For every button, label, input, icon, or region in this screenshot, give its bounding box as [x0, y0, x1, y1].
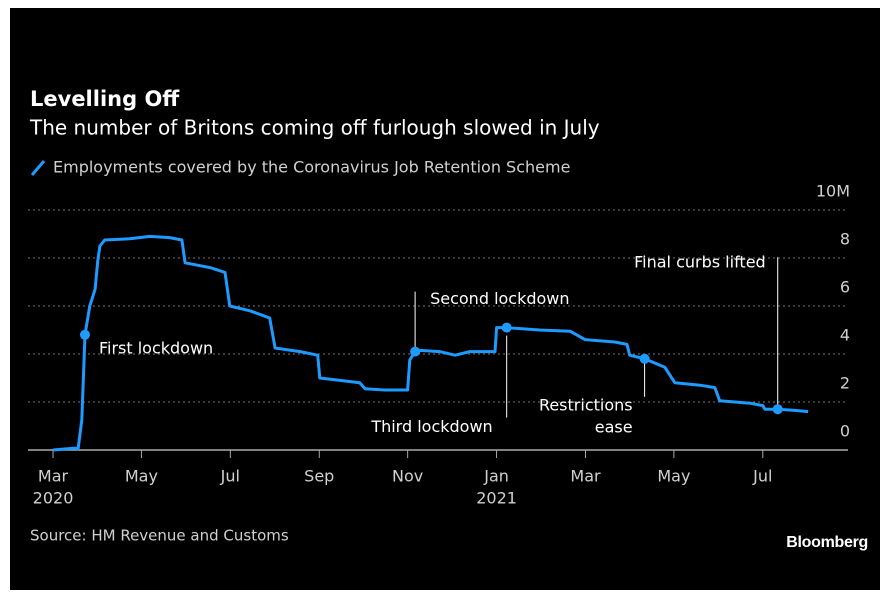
x-tick-label: Nov: [392, 467, 423, 486]
y-tick-label: 8: [840, 230, 850, 249]
annotation-dot: [772, 404, 783, 415]
x-tick-label: Jan: [483, 467, 509, 486]
x-tick-label: Mar: [570, 467, 601, 486]
x-tick-label: Jul: [220, 467, 240, 486]
x-year-label: 2021: [476, 489, 517, 508]
x-tick-label: Mar: [38, 467, 69, 486]
x-tick-label: May: [125, 467, 158, 486]
brand: Bloomberg: [786, 534, 868, 551]
y-tick-label: 2: [840, 374, 850, 393]
annotation-label: Restrictions: [539, 395, 633, 414]
annotation-dot: [639, 353, 650, 364]
annotation-label: Final curbs lifted: [634, 253, 766, 272]
source: Source: HM Revenue and Customs: [30, 527, 289, 545]
chart-title: Levelling Off: [30, 87, 180, 111]
x-tick-label: May: [657, 467, 690, 486]
annotation-dot: [501, 322, 512, 333]
x-tick-label: Sep: [304, 467, 334, 486]
annotation-label: First lockdown: [99, 338, 213, 357]
annotation-dot: [410, 346, 421, 357]
y-tick-label: 4: [840, 326, 850, 345]
y-tick-label: 10M: [816, 182, 850, 201]
background: [10, 8, 880, 590]
annotation-dot: [79, 329, 90, 340]
chart-subtitle: The number of Britons coming off furloug…: [29, 116, 600, 140]
legend-swatch: [30, 160, 46, 176]
legend-label: Employments covered by the Coronavirus J…: [53, 158, 570, 177]
annotation-label: ease: [595, 417, 633, 436]
y-tick-label: 6: [840, 278, 850, 297]
x-tick-label: Jul: [752, 467, 772, 486]
y-tick-label: 0: [840, 422, 850, 441]
annotation-label: Third lockdown: [370, 417, 492, 436]
data-line: [52, 234, 809, 452]
annotation-label: Second lockdown: [430, 289, 569, 308]
x-year-label: 2020: [33, 489, 74, 508]
